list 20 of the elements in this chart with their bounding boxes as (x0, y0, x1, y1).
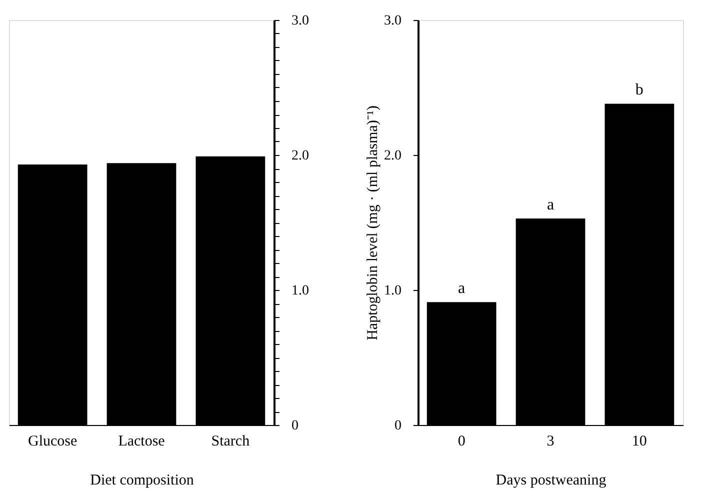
y-tick-label: 3.0 (292, 14, 309, 28)
x-tick-label: 3 (546, 434, 554, 450)
annotation: a (546, 196, 554, 214)
annotation: b (635, 82, 644, 99)
x-axis-title: Days postweaning (496, 472, 607, 488)
y-axis-title: Haptoglobin level (mg · (ml plasma)⁻¹) (365, 106, 381, 340)
x-tick-label: 10 (632, 434, 647, 450)
x-tick-label: Glucose (28, 434, 78, 450)
y-tick-label: 0 (292, 418, 298, 434)
y-tick-label: 1.0 (292, 284, 309, 298)
y-tick-label: 1.0 (384, 284, 402, 298)
x-tick-label: 0 (458, 434, 466, 450)
annotation: a (458, 280, 466, 298)
y-tick-label: 2.0 (292, 148, 309, 164)
y-tick-label: 0 (394, 418, 402, 434)
y-tick-label: 2.0 (384, 148, 402, 164)
y-tick-label: 3.0 (384, 14, 402, 28)
x-tick-label: Starch (211, 434, 250, 450)
x-tick-label: Lactose (118, 434, 166, 450)
x-axis-title: Diet composition (90, 472, 194, 488)
